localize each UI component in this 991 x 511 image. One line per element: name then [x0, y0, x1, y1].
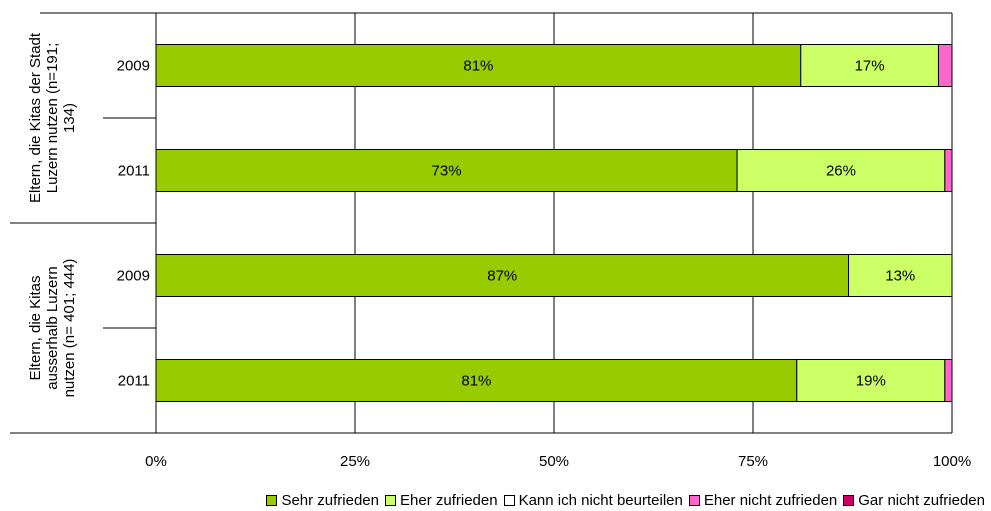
group-label-line: ausserhalb Luzern: [44, 266, 61, 389]
x-tick-label: 50%: [539, 453, 569, 470]
bar-segment: [155, 254, 850, 297]
data-label: 19%: [856, 373, 886, 390]
group-label: Eltern, die Kitas ausserhalb Luzern nutzen…: [27, 259, 78, 398]
data-label: 73%: [432, 163, 462, 180]
group-label-line: nutzen (n= 401; 444): [61, 259, 78, 398]
legend-label: Eher nicht zufrieden: [703, 491, 838, 509]
legend-item: Gar nicht zufrieden: [843, 492, 985, 509]
data-label: 26%: [826, 163, 856, 180]
legend-label: Eher zufrieden: [400, 491, 498, 509]
legend-swatch: [688, 494, 700, 506]
category-label: 2009: [117, 268, 150, 285]
x-tick-label: 75%: [738, 453, 768, 470]
legend-item: Eher nicht zufrieden: [688, 491, 838, 509]
bar-segment: [944, 149, 953, 192]
legend-label: Kann ich nicht beurteilen: [518, 491, 683, 509]
legend-swatch: [503, 494, 515, 506]
data-label: 17%: [855, 58, 885, 75]
bar-segment: [944, 359, 953, 402]
legend-item: Eher zufrieden: [385, 492, 498, 509]
bar-segment: [155, 44, 802, 87]
bar-segment: [800, 44, 939, 87]
legend-swatch: [843, 494, 855, 506]
data-label: 81%: [463, 58, 493, 75]
legend-swatch: [385, 494, 396, 506]
legend-item: Kann ich nicht beurteilen: [503, 491, 683, 509]
bar-segment: [848, 254, 953, 297]
legend-swatch: [266, 494, 278, 506]
group-label: Eltern, die Kitas der Stadt Luzern nutzen…: [27, 32, 78, 203]
group-label-line: Eltern, die Kitas: [27, 275, 44, 380]
x-tick-label: 0%: [145, 453, 167, 470]
legend-label: Gar nicht zufrieden: [858, 491, 985, 509]
data-label: 81%: [461, 373, 491, 390]
bar-segment: [155, 149, 738, 192]
bar-segment: [736, 149, 946, 192]
legend-label: Sehr zufrieden: [281, 491, 379, 509]
data-label: 13%: [885, 268, 915, 285]
category-label: 2011: [118, 373, 150, 390]
category-label: 2009: [117, 58, 150, 75]
legend: Sehr zufrieden Eher zufrieden Kann ich nic…: [140, 490, 985, 510]
x-tick-label: 100%: [933, 453, 971, 470]
data-label: 87%: [487, 268, 517, 285]
group-label-line: 134): [61, 103, 78, 133]
bar-segment: [937, 44, 953, 87]
x-tick-label: 25%: [340, 453, 370, 470]
group-label-line: Luzern nutzen (n=191;: [44, 43, 61, 194]
group-label-line: Eltern, die Kitas der Stadt: [27, 32, 44, 203]
category-label: 2011: [118, 163, 150, 180]
legend-item: Sehr zufrieden: [266, 492, 379, 509]
